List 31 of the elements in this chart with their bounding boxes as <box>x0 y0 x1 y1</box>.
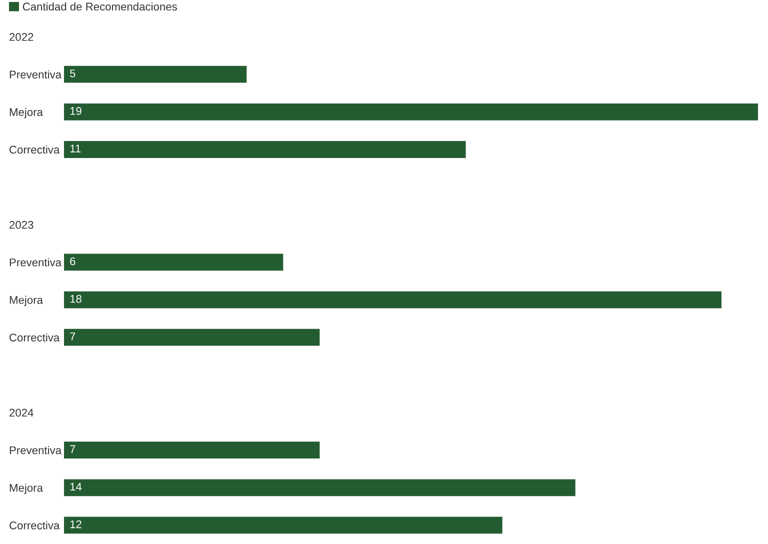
y-tick-label: 2023 <box>10 220 34 229</box>
data-label: 14 <box>70 482 82 491</box>
y-tick-label: Preventiva <box>10 70 62 78</box>
bar <box>64 254 284 271</box>
y-tick-label: 2024 <box>10 408 34 417</box>
legend-label: Cantidad de Recomendaciones <box>22 2 177 11</box>
bar <box>64 516 502 534</box>
y-tick-label: Preventiva <box>10 446 62 454</box>
bar <box>64 442 320 459</box>
bar <box>64 291 722 308</box>
data-label: 18 <box>70 294 82 303</box>
y-tick-label: Correctiva <box>10 145 60 154</box>
y-tick-label: Mejora <box>10 484 43 494</box>
y-tick-label: Correctiva <box>10 521 60 530</box>
bar <box>64 141 466 158</box>
data-label: 7 <box>70 332 76 340</box>
bar <box>64 479 576 496</box>
data-label: 7 <box>70 445 76 453</box>
data-label: 19 <box>70 107 82 115</box>
data-label: 6 <box>70 257 76 266</box>
bar <box>64 103 758 120</box>
data-label: 11 <box>70 144 81 152</box>
data-label: 12 <box>70 520 82 528</box>
data-label: 5 <box>70 70 76 78</box>
y-tick-label: Correctiva <box>10 333 60 342</box>
y-tick-label: Preventiva <box>10 258 62 266</box>
bar <box>64 328 320 346</box>
y-tick-label: 2022 <box>10 33 34 41</box>
bar <box>64 66 247 83</box>
y-tick-label: Mejora <box>10 108 43 118</box>
y-tick-label: Mejora <box>10 296 43 306</box>
